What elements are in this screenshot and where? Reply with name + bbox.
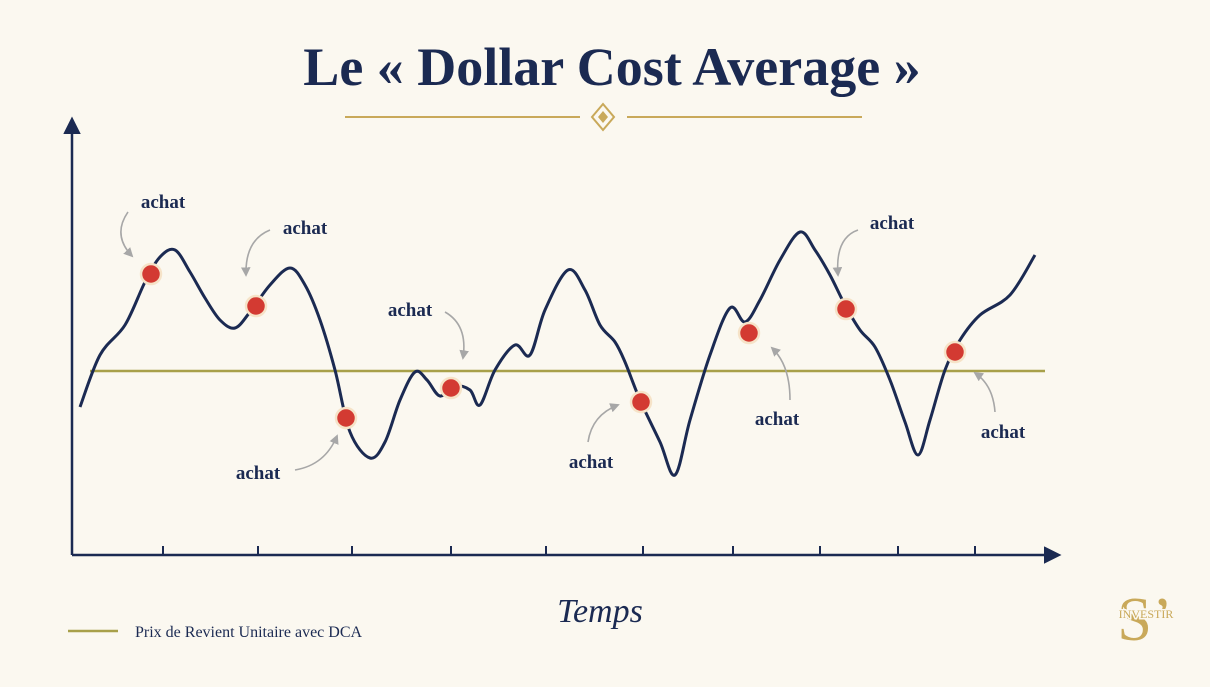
price-curve	[78, 230, 1037, 477]
purchase-dot	[334, 406, 358, 430]
legend-label: Prix de Revient Unitaire avec DCA	[135, 624, 362, 641]
annotation: achat	[755, 409, 800, 430]
annotation: achat	[870, 213, 915, 234]
annotation: achat	[283, 218, 328, 239]
annotation: achat	[141, 192, 186, 213]
purchase-dot	[139, 262, 163, 286]
purchase-dot	[439, 376, 463, 400]
purchase-dot	[943, 340, 967, 364]
title-ornament	[345, 102, 862, 132]
logo-letter: S’	[1117, 586, 1172, 654]
title: Le « Dollar Cost Average »	[303, 37, 920, 97]
annotation: achat	[981, 422, 1026, 443]
x-ticks	[162, 546, 976, 555]
purchase-points	[139, 262, 967, 430]
arrows	[120, 211, 996, 471]
purchase-dot	[834, 297, 858, 321]
annotation: achat	[569, 452, 614, 473]
logo-text: INVESTIR	[1119, 607, 1174, 621]
x-axis-label: Temps	[557, 593, 643, 630]
annotation: achat	[388, 300, 433, 321]
purchase-dot	[244, 294, 268, 318]
purchase-dot	[629, 390, 653, 414]
annotation: achat	[236, 463, 281, 484]
purchase-dot	[737, 321, 761, 345]
